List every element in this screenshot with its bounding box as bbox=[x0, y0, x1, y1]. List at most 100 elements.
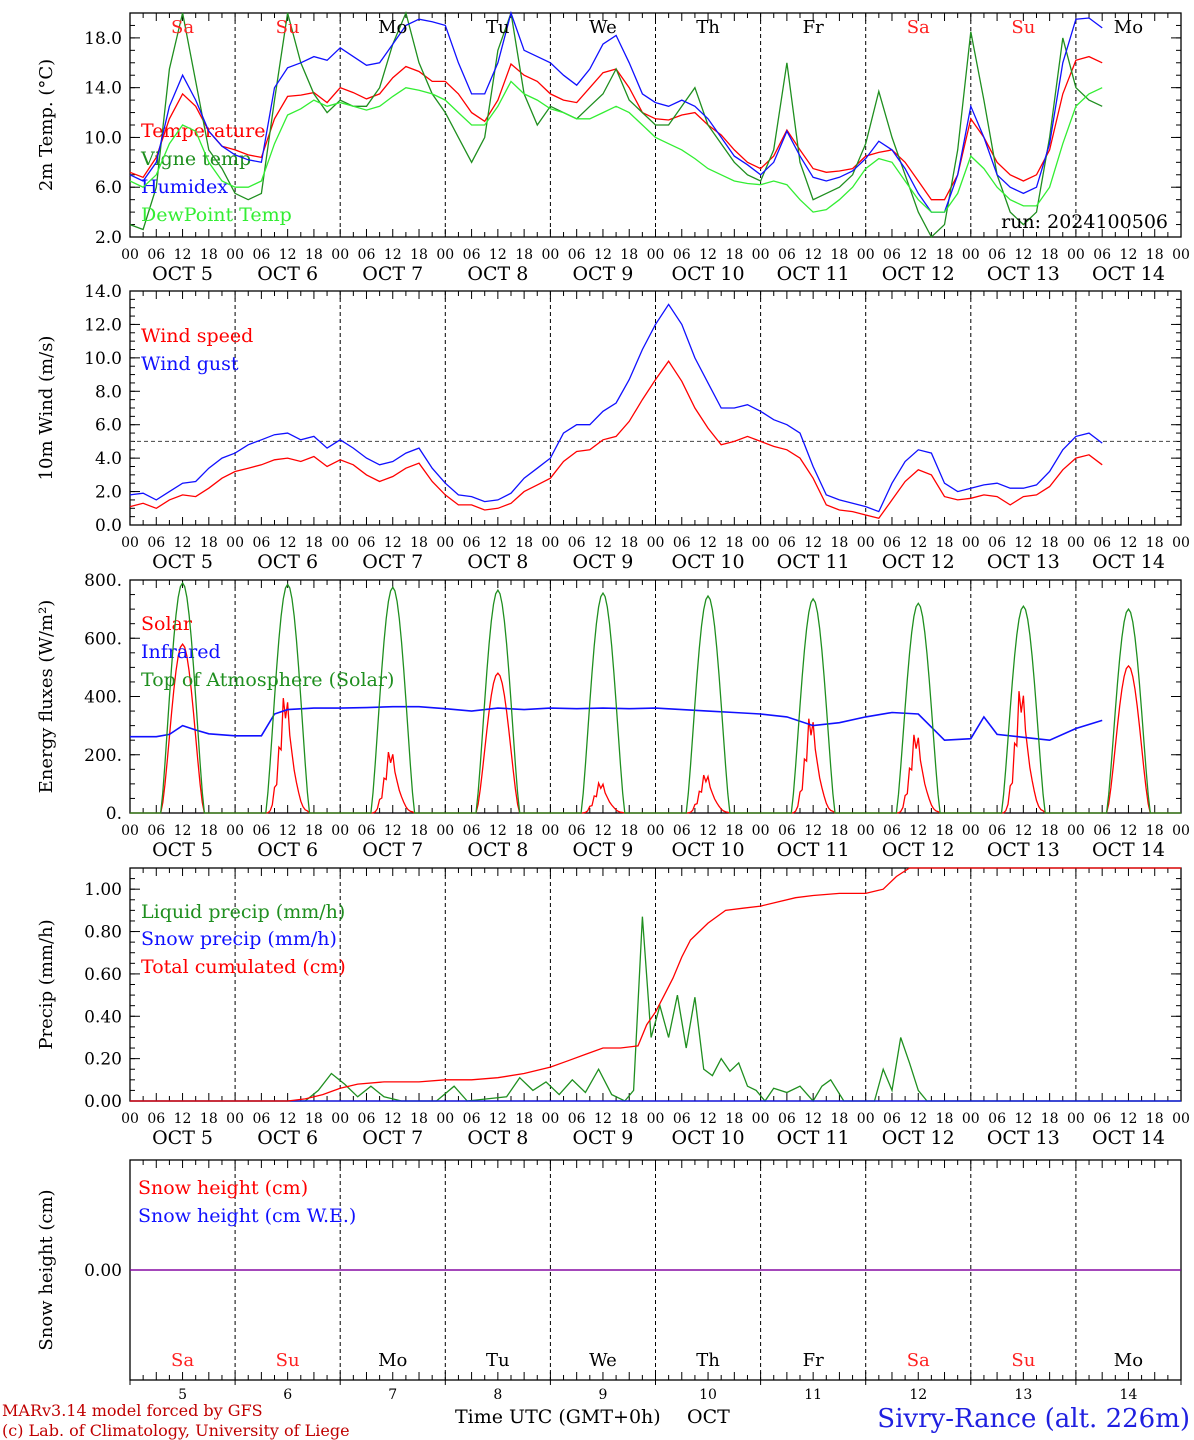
y-axis-label: Snow height (cm) bbox=[36, 1189, 57, 1350]
credit-line-2: (c) Lab. of Climatology, University of L… bbox=[2, 1421, 350, 1440]
hour-tick-label: 12 bbox=[804, 823, 822, 839]
hour-tick-label: 06 bbox=[883, 1111, 901, 1127]
y-axis-label: 10m Wind (m/s) bbox=[36, 336, 57, 481]
hour-tick-label: 00 bbox=[436, 823, 454, 839]
day-name: We bbox=[589, 1350, 617, 1371]
hour-tick-label: 18 bbox=[936, 535, 954, 551]
hour-tick-label: 12 bbox=[174, 247, 192, 263]
y-tick-label: 800. bbox=[84, 571, 122, 591]
hour-tick-label: 00 bbox=[226, 535, 244, 551]
hour-tick-label: 18 bbox=[831, 247, 849, 263]
station-title: Sivry-Rance (alt. 226m) bbox=[877, 1404, 1190, 1434]
hour-tick-label: 06 bbox=[1093, 1111, 1111, 1127]
hour-tick-label: 12 bbox=[384, 247, 402, 263]
y-tick-label: 4.0 bbox=[95, 449, 122, 469]
date-label: OCT 6 bbox=[257, 1127, 318, 1149]
date-label: OCT 5 bbox=[152, 551, 213, 573]
hour-tick-label: 00 bbox=[647, 1111, 665, 1127]
hour-tick-label: 06 bbox=[147, 247, 165, 263]
hour-tick-label: 00 bbox=[121, 823, 139, 839]
y-tick-label: 0.80 bbox=[84, 923, 122, 943]
hour-tick-label: 12 bbox=[279, 823, 297, 839]
day-name: Tu bbox=[486, 17, 510, 38]
hour-tick-label: 00 bbox=[1067, 247, 1085, 263]
series-line-wind-gust bbox=[129, 303, 1103, 513]
hour-tick-label: 12 bbox=[804, 535, 822, 551]
hour-tick-label: 06 bbox=[252, 535, 270, 551]
hour-tick-label: 12 bbox=[1014, 823, 1032, 839]
hour-tick-label: 00 bbox=[541, 823, 559, 839]
hour-tick-label: 12 bbox=[594, 535, 612, 551]
hour-tick-label: 06 bbox=[463, 535, 481, 551]
legend-entry: DewPoint Temp bbox=[141, 204, 292, 226]
date-label: OCT 9 bbox=[572, 263, 633, 285]
hour-tick-label: 06 bbox=[252, 1111, 270, 1127]
hour-tick-label: 00 bbox=[1172, 535, 1190, 551]
day-name: Mo bbox=[1114, 1350, 1143, 1371]
hour-tick-label: 12 bbox=[174, 535, 192, 551]
y-tick-label: 14.0 bbox=[84, 79, 122, 99]
hour-tick-label: 18 bbox=[410, 247, 428, 263]
legend-entry: Infrared bbox=[141, 641, 221, 663]
hour-tick-label: 12 bbox=[1120, 1111, 1138, 1127]
day-name: Mo bbox=[378, 17, 407, 38]
hour-tick-label: 18 bbox=[305, 1111, 323, 1127]
hour-tick-label: 00 bbox=[962, 823, 980, 839]
date-label: OCT 6 bbox=[257, 263, 318, 285]
hour-tick-label: 18 bbox=[1041, 535, 1059, 551]
hour-tick-label: 00 bbox=[752, 535, 770, 551]
date-label: OCT 8 bbox=[467, 263, 528, 285]
hour-tick-label: 00 bbox=[436, 1111, 454, 1127]
hour-tick-label: 06 bbox=[673, 247, 691, 263]
hour-tick-label: 06 bbox=[147, 1111, 165, 1127]
hour-tick-label: 06 bbox=[673, 823, 691, 839]
day-name: Mo bbox=[378, 1350, 407, 1371]
hour-tick-label: 00 bbox=[752, 247, 770, 263]
hour-tick-label: 00 bbox=[331, 247, 349, 263]
hour-tick-label: 12 bbox=[174, 823, 192, 839]
hour-tick-label: 12 bbox=[384, 1111, 402, 1127]
y-tick-label: 6.0 bbox=[95, 178, 122, 198]
day-name: Su bbox=[276, 17, 300, 38]
day-name: Th bbox=[696, 17, 720, 38]
hour-tick-label: 00 bbox=[541, 1111, 559, 1127]
date-label: OCT 12 bbox=[882, 263, 955, 285]
hour-tick-label: 12 bbox=[279, 535, 297, 551]
series-line-dewpoint-temp bbox=[129, 80, 1103, 213]
y-tick-label: 0.20 bbox=[84, 1050, 122, 1070]
hour-tick-label: 12 bbox=[909, 247, 927, 263]
y-tick-label: 400. bbox=[84, 688, 122, 708]
date-label: OCT 7 bbox=[362, 263, 423, 285]
hour-tick-label: 00 bbox=[541, 535, 559, 551]
y-tick-label: 0.0 bbox=[95, 516, 122, 536]
date-label: OCT 13 bbox=[987, 263, 1060, 285]
hour-tick-label: 06 bbox=[568, 247, 586, 263]
hour-tick-label: 06 bbox=[358, 823, 376, 839]
y-axis-label: Precip (mm/h) bbox=[36, 919, 57, 1049]
hour-tick-label: 06 bbox=[358, 1111, 376, 1127]
hour-tick-label: 12 bbox=[804, 1111, 822, 1127]
panel-wind: 0.0 2.0 4.0 6.0 8.0 10.0 12.0 14.0 10m Wind (m/s… bbox=[36, 282, 1190, 573]
date-label: OCT 5 bbox=[152, 263, 213, 285]
x-axis-title: Time UTC (GMT+0h) bbox=[455, 1406, 661, 1428]
hour-tick-label: 00 bbox=[226, 247, 244, 263]
legend-entry: Top of Atmosphere (Solar) bbox=[141, 669, 394, 691]
hour-tick-label: 12 bbox=[594, 1111, 612, 1127]
hour-tick-label: 18 bbox=[1146, 535, 1164, 551]
hour-tick-label: 06 bbox=[568, 823, 586, 839]
hour-tick-label: 00 bbox=[1172, 247, 1190, 263]
day-name: Su bbox=[276, 1350, 300, 1371]
hour-tick-label: 06 bbox=[568, 535, 586, 551]
hour-tick-label: 00 bbox=[331, 1111, 349, 1127]
day-number: 11 bbox=[804, 1387, 822, 1403]
hour-tick-label: 18 bbox=[831, 823, 849, 839]
hour-tick-label: 00 bbox=[962, 247, 980, 263]
legend-entry: Solar bbox=[141, 613, 193, 635]
legend-entry: Snow precip (mm/h) bbox=[141, 928, 337, 950]
hour-tick-label: 00 bbox=[436, 535, 454, 551]
series-line-top-of-atmosphere-solar bbox=[130, 581, 1181, 814]
date-label: OCT 10 bbox=[672, 551, 745, 573]
day-number: 14 bbox=[1120, 1387, 1138, 1403]
date-label: OCT 14 bbox=[1092, 263, 1165, 285]
hour-tick-label: 00 bbox=[857, 823, 875, 839]
